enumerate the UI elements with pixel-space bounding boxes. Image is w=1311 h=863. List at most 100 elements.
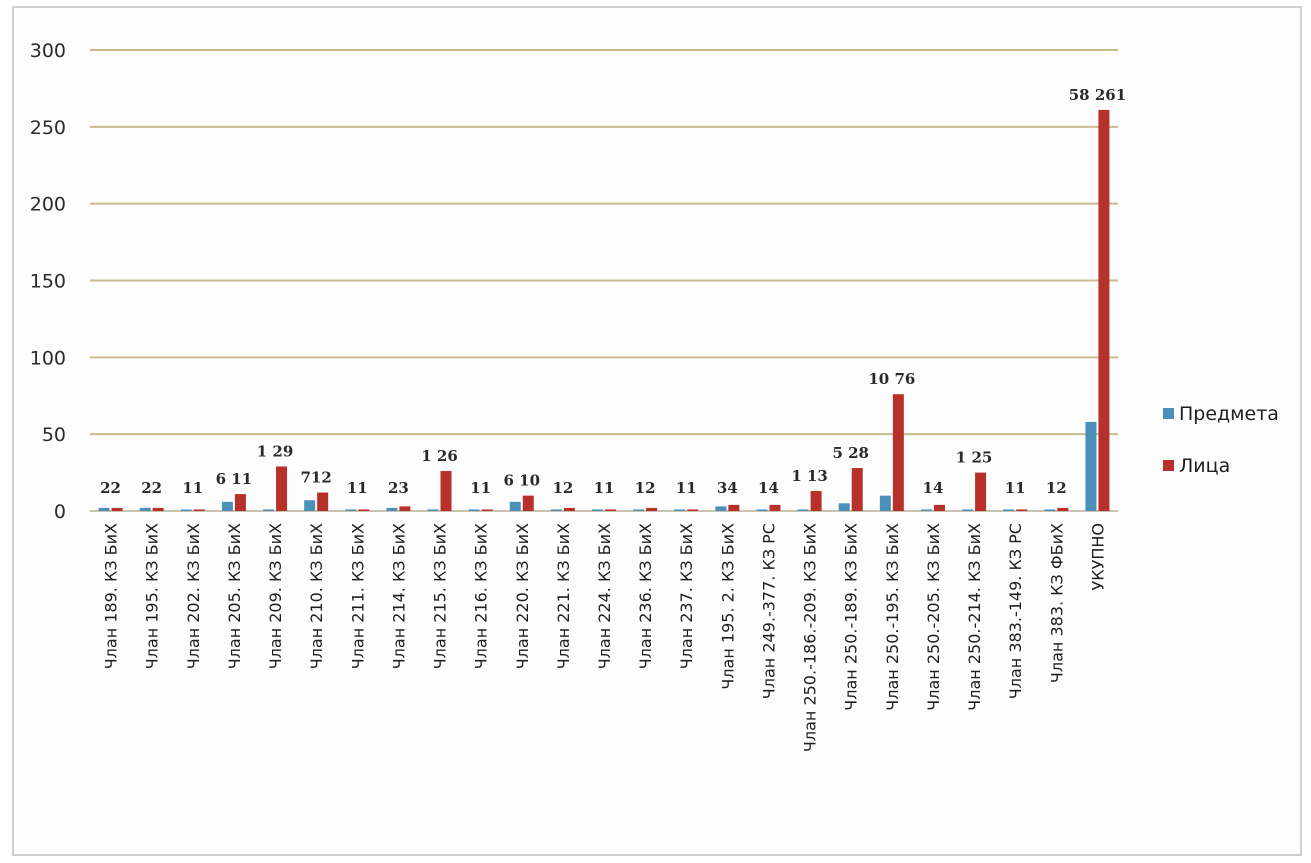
- data-label: 58 261: [1069, 86, 1126, 104]
- bar-predmeta: [674, 509, 686, 511]
- data-label: 11: [594, 479, 615, 497]
- y-tick-label: 300: [30, 40, 66, 62]
- bar-lica: [358, 509, 370, 511]
- x-tick-label: Члан 383. КЗ ФБиХ: [1047, 523, 1066, 683]
- data-label: 712: [301, 469, 332, 487]
- bar-lica: [975, 472, 987, 511]
- data-label: 1 26: [421, 447, 458, 465]
- x-tick-label: Члан 205. КЗ БиХ: [225, 523, 244, 669]
- legend-swatch: [1163, 460, 1174, 471]
- bar-predmeta: [180, 509, 192, 511]
- bar-predmeta: [1003, 509, 1015, 511]
- bar-predmeta: [345, 509, 357, 511]
- bar-predmeta: [427, 509, 439, 511]
- x-tick-label: Члан 250.-195. КЗ БиХ: [883, 523, 902, 711]
- x-tick-label: Члан 202. КЗ БиХ: [184, 523, 203, 669]
- bar-lica: [1016, 509, 1028, 511]
- bar-lica: [769, 504, 781, 511]
- x-tick-label: Члан 383.-149. КЗ РС: [1006, 523, 1025, 699]
- bar-lica: [687, 509, 699, 511]
- bar-lica: [440, 471, 452, 511]
- bar-lica: [111, 507, 123, 511]
- x-tick-label: Члан 214. КЗ БиХ: [389, 523, 408, 669]
- data-label: 12: [552, 479, 573, 497]
- x-tick-label: Члан 250.-214. КЗ БиХ: [965, 523, 984, 711]
- bar-lica: [522, 495, 534, 511]
- bar-predmeta: [509, 501, 521, 511]
- data-label: 11: [182, 479, 203, 497]
- x-tick-label: Члан 195. 2. КЗ БиХ: [718, 523, 737, 690]
- bar-predmeta: [920, 509, 932, 511]
- data-label: 6 10: [503, 472, 540, 490]
- x-tick-label: Члан 250.-186.-209. КЗ БиХ: [801, 523, 820, 752]
- bar-predmeta: [550, 509, 562, 511]
- x-tick-label: УКУПНО: [1088, 523, 1107, 591]
- bar-predmeta: [304, 500, 316, 511]
- bar-predmeta: [221, 501, 233, 511]
- bar-lica: [563, 507, 575, 511]
- data-label: 22: [100, 479, 121, 497]
- bar-predmeta: [715, 506, 727, 511]
- y-tick-label: 150: [30, 271, 66, 293]
- bar-lica: [276, 466, 288, 511]
- bar-predmeta: [838, 503, 850, 511]
- x-tick-label: Члан 250.-205. КЗ БиХ: [924, 523, 943, 711]
- bar-predmeta: [633, 509, 645, 511]
- y-tick-label: 200: [30, 194, 66, 216]
- x-tick-label: Члан 220. КЗ БиХ: [513, 523, 532, 669]
- y-tick-label: 250: [30, 117, 66, 139]
- bar-predmeta: [592, 509, 603, 511]
- x-tick-label: Члан 216. КЗ БиХ: [472, 523, 491, 669]
- y-tick-label: 50: [42, 424, 66, 446]
- legend-swatch: [1163, 408, 1174, 419]
- x-tick-label: Члан 249.-377. КЗ РС: [759, 523, 778, 699]
- data-label: 5 28: [832, 444, 869, 462]
- x-tick-label: Члан 209. КЗ БиХ: [266, 523, 285, 669]
- bar-predmeta: [139, 507, 151, 511]
- data-label: 14: [758, 479, 779, 497]
- data-label: 10 76: [868, 370, 915, 388]
- bar-predmeta: [1044, 509, 1056, 511]
- x-tick-label: Члан 224. КЗ БиХ: [595, 523, 614, 669]
- bar-predmeta: [756, 509, 768, 511]
- x-tick-label: Члан 237. КЗ БиХ: [677, 523, 696, 669]
- bar-lica: [605, 509, 616, 511]
- data-label: 11: [1005, 479, 1026, 497]
- data-label: 23: [388, 479, 409, 497]
- bar-predmeta: [962, 509, 974, 511]
- bar-lica: [193, 509, 205, 511]
- bar-predmeta: [98, 507, 110, 511]
- bar-predmeta: [797, 509, 809, 511]
- bar-lica: [1057, 507, 1069, 511]
- x-tick-label: Члан 236. КЗ БиХ: [636, 523, 655, 669]
- bar-predmeta: [879, 495, 891, 511]
- data-label: 6 11: [216, 470, 253, 488]
- bar-lica: [152, 507, 164, 511]
- data-label: 11: [676, 479, 697, 497]
- x-tick-label: Члан 210. КЗ БиХ: [307, 523, 326, 669]
- bar-lica: [810, 491, 822, 511]
- bar-predmeta: [468, 509, 480, 511]
- x-tick-label: Члан 221. КЗ БиХ: [554, 523, 573, 669]
- bar-lica: [892, 394, 904, 511]
- x-tick-label: Члан 189. КЗ БиХ: [102, 523, 121, 669]
- y-tick-label: 100: [30, 347, 66, 369]
- y-tick-label: 0: [54, 501, 66, 523]
- x-tick-label: Члан 215. КЗ БиХ: [431, 523, 450, 669]
- data-label: 22: [141, 479, 162, 497]
- bar-predmeta: [1085, 421, 1097, 511]
- bar-lica: [399, 506, 411, 511]
- bar-predmeta: [386, 507, 398, 511]
- legend-label: Предмета: [1179, 403, 1279, 425]
- x-tick-label: Члан 195. КЗ БиХ: [143, 523, 162, 669]
- data-label: 14: [923, 479, 944, 497]
- bar-lica: [234, 494, 246, 511]
- data-label: 12: [1046, 479, 1067, 497]
- data-label: 11: [347, 479, 368, 497]
- bar-lica: [851, 467, 863, 511]
- bar-lica: [933, 504, 945, 511]
- bar-lica: [1098, 109, 1110, 512]
- bar-lica: [317, 492, 329, 511]
- bar-predmeta: [263, 509, 275, 511]
